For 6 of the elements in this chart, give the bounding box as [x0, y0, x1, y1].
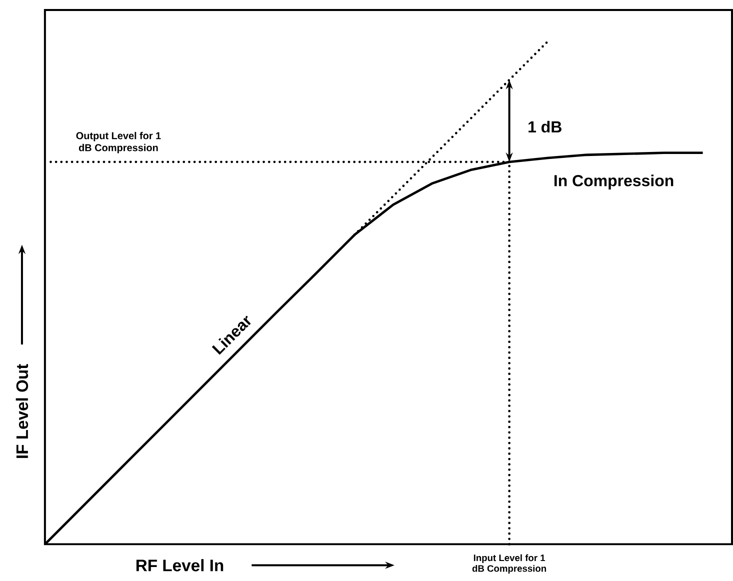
y-axis-title: IF Level Out — [16, 364, 28, 458]
x-axis-title: RF Level In — [136, 559, 224, 572]
text: Input Level for 1 dB Compression — [472, 554, 546, 574]
ref-line-label: Output Level for 1 dB Compression — [76, 132, 161, 154]
annotation: In Compression — [554, 174, 674, 190]
annotation: 1 dB — [528, 120, 562, 132]
